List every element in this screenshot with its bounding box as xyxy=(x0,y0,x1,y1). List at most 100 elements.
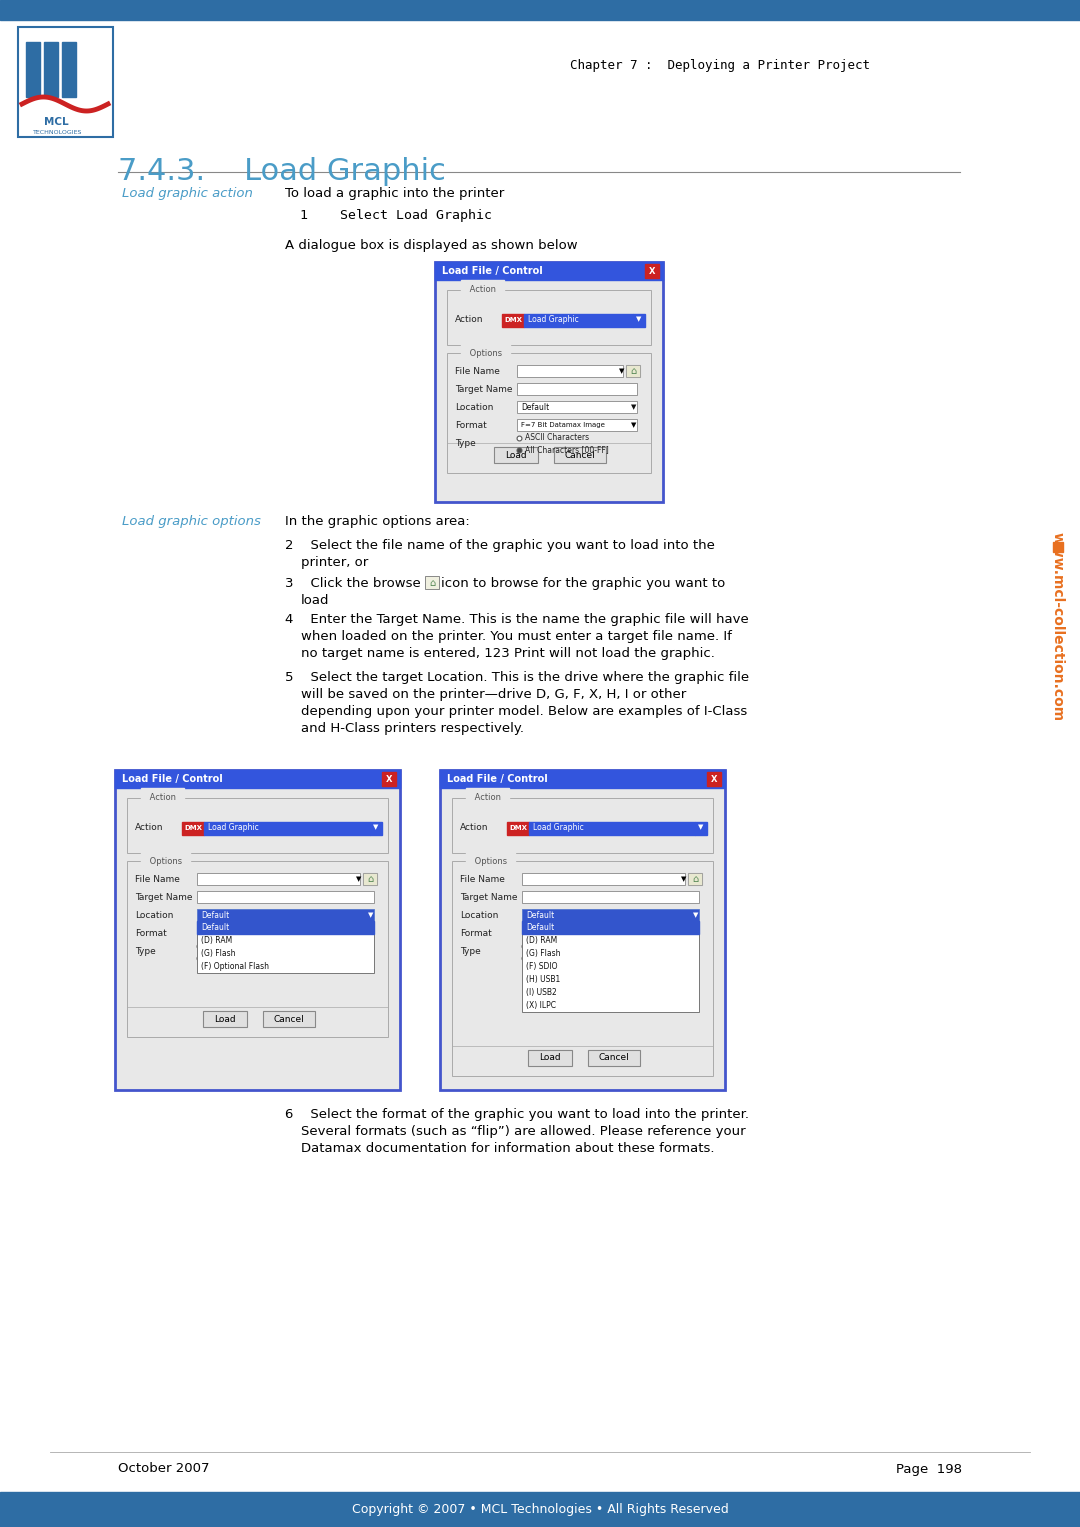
Bar xyxy=(204,822,370,834)
FancyBboxPatch shape xyxy=(527,1051,571,1066)
Text: Load Graphic: Load Graphic xyxy=(208,823,259,832)
Text: ASCII Characters: ASCII Characters xyxy=(205,942,269,950)
Bar xyxy=(645,264,659,278)
Text: (I) USB2: (I) USB2 xyxy=(526,988,557,997)
FancyBboxPatch shape xyxy=(626,365,640,377)
FancyBboxPatch shape xyxy=(517,383,637,395)
Text: ▼: ▼ xyxy=(374,825,379,831)
Text: File Name: File Name xyxy=(460,875,504,884)
Text: A dialogue box is displayed as shown below: A dialogue box is displayed as shown bel… xyxy=(285,240,578,252)
Text: (F) Optional Flash: (F) Optional Flash xyxy=(201,962,269,971)
FancyBboxPatch shape xyxy=(363,873,377,886)
Text: (G) Flash: (G) Flash xyxy=(201,948,235,957)
FancyBboxPatch shape xyxy=(554,447,606,463)
FancyBboxPatch shape xyxy=(517,402,637,412)
FancyBboxPatch shape xyxy=(435,263,663,502)
Text: Action: Action xyxy=(135,823,163,832)
Text: Load graphic action: Load graphic action xyxy=(122,186,253,200)
Bar xyxy=(382,773,396,786)
FancyBboxPatch shape xyxy=(447,290,651,345)
FancyBboxPatch shape xyxy=(588,1051,639,1066)
Text: X: X xyxy=(649,267,656,275)
FancyBboxPatch shape xyxy=(197,921,374,973)
Text: and H-Class printers respectively.: and H-Class printers respectively. xyxy=(301,722,524,734)
Text: MCL: MCL xyxy=(44,118,69,127)
Text: ▼: ▼ xyxy=(631,405,636,411)
FancyBboxPatch shape xyxy=(197,909,374,921)
Text: 4    Enter the Target Name. This is the name the graphic file will have: 4 Enter the Target Name. This is the nam… xyxy=(285,612,748,626)
Bar xyxy=(363,873,377,886)
Text: Options: Options xyxy=(147,857,185,866)
Text: Target Name: Target Name xyxy=(460,892,517,901)
Bar xyxy=(529,822,696,834)
Text: Cancel: Cancel xyxy=(565,450,595,460)
Text: ASCII Characters: ASCII Characters xyxy=(530,942,594,950)
FancyBboxPatch shape xyxy=(453,861,713,1077)
Text: ▼: ▼ xyxy=(636,316,642,322)
Bar xyxy=(440,770,725,788)
Text: (F) SDIO: (F) SDIO xyxy=(526,962,557,971)
FancyBboxPatch shape xyxy=(522,927,699,939)
Text: Type: Type xyxy=(455,438,476,447)
FancyBboxPatch shape xyxy=(262,1011,314,1028)
Text: To load a graphic into the printer: To load a graphic into the printer xyxy=(285,186,504,200)
Bar xyxy=(633,313,645,327)
Bar xyxy=(44,43,58,98)
FancyBboxPatch shape xyxy=(447,353,651,473)
Text: ⌂: ⌂ xyxy=(429,579,435,588)
Text: Page  198: Page 198 xyxy=(896,1463,962,1475)
Text: ▼: ▼ xyxy=(631,421,636,428)
Text: Default: Default xyxy=(526,910,554,919)
Text: ⌂: ⌂ xyxy=(630,366,636,376)
FancyBboxPatch shape xyxy=(197,873,360,886)
Text: Options: Options xyxy=(467,348,504,357)
Text: Options: Options xyxy=(472,857,510,866)
FancyBboxPatch shape xyxy=(197,927,374,939)
Bar xyxy=(524,313,633,327)
Text: Default: Default xyxy=(201,922,229,931)
Text: Location: Location xyxy=(460,910,498,919)
FancyBboxPatch shape xyxy=(494,447,538,463)
Text: DMX: DMX xyxy=(184,825,202,831)
Text: ⌂: ⌂ xyxy=(692,873,698,884)
Text: 1    Select Load Graphic: 1 Select Load Graphic xyxy=(300,209,492,221)
Text: will be saved on the printer—drive D, G, F, X, H, I or other: will be saved on the printer—drive D, G,… xyxy=(301,689,686,701)
Text: ▼: ▼ xyxy=(619,368,624,374)
Text: Datamax documentation for information about these formats.: Datamax documentation for information ab… xyxy=(301,1142,715,1154)
Text: ▼: ▼ xyxy=(368,912,374,918)
Text: Format: Format xyxy=(460,928,491,938)
Text: Chapter 7 :  Deploying a Printer Project: Chapter 7 : Deploying a Printer Project xyxy=(570,58,870,72)
Text: ▼: ▼ xyxy=(693,930,699,936)
Bar xyxy=(507,822,529,834)
Text: ▼: ▼ xyxy=(356,876,362,883)
FancyBboxPatch shape xyxy=(453,799,713,854)
Text: File Name: File Name xyxy=(455,366,500,376)
Text: DMX: DMX xyxy=(509,825,527,831)
FancyBboxPatch shape xyxy=(440,770,725,1090)
Text: TECHNOLOGIES: TECHNOLOGIES xyxy=(33,130,82,134)
Bar xyxy=(0,1492,1080,1527)
Text: Cancel: Cancel xyxy=(273,1014,303,1023)
Bar xyxy=(688,873,702,886)
Bar xyxy=(183,822,204,834)
Text: Type: Type xyxy=(135,947,156,956)
Text: ASCII Characters: ASCII Characters xyxy=(525,434,589,443)
Text: Action: Action xyxy=(472,794,503,803)
Text: no target name is entered, 123 Print will not load the graphic.: no target name is entered, 123 Print wil… xyxy=(301,647,715,660)
Text: ▼: ▼ xyxy=(693,912,699,918)
Text: Load File / Control: Load File / Control xyxy=(447,774,548,783)
Text: F=7 Bit Datamax Image: F=7 Bit Datamax Image xyxy=(526,930,610,936)
Text: (D) RAM: (D) RAM xyxy=(526,936,557,945)
Text: Load: Load xyxy=(539,1054,561,1063)
Text: 6    Select the format of the graphic you want to load into the printer.: 6 Select the format of the graphic you w… xyxy=(285,1109,750,1121)
FancyBboxPatch shape xyxy=(426,576,438,589)
Text: 2    Select the file name of the graphic you want to load into the: 2 Select the file name of the graphic yo… xyxy=(285,539,715,551)
Bar xyxy=(114,770,400,788)
Text: F=7 Bit Datamax Image: F=7 Bit Datamax Image xyxy=(521,421,605,428)
Text: www.mcl-collection.com: www.mcl-collection.com xyxy=(1051,533,1065,722)
Bar xyxy=(26,43,40,98)
Text: Load Graphic: Load Graphic xyxy=(528,315,579,324)
FancyBboxPatch shape xyxy=(18,27,113,137)
Bar xyxy=(522,921,699,935)
Text: 7.4.3.    Load Graphic: 7.4.3. Load Graphic xyxy=(118,157,446,186)
